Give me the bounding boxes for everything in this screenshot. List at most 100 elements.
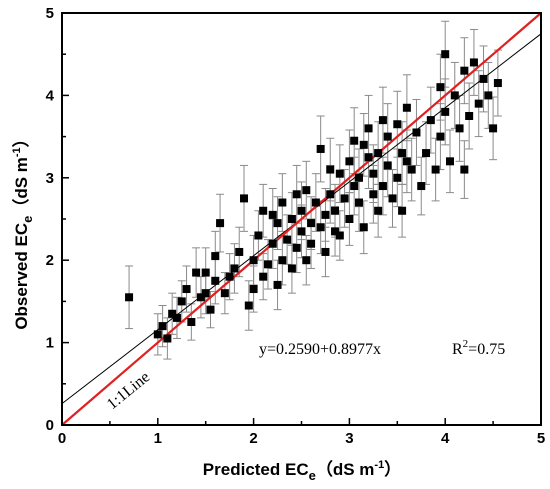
x-tick-label: 1: [154, 430, 162, 447]
data-point: [307, 239, 316, 248]
x-axis-title-main: Predicted EC: [203, 460, 309, 479]
data-point: [259, 206, 268, 215]
data-point: [201, 268, 210, 277]
y-tick-label: 2: [46, 252, 54, 269]
data-point: [287, 215, 296, 223]
scatter-points: [125, 50, 502, 343]
x-axis-title-close: ）: [384, 459, 401, 479]
data-point: [465, 112, 474, 120]
data-point: [220, 289, 229, 298]
data-point: [445, 157, 454, 166]
data-point: [383, 161, 392, 170]
data-point: [163, 334, 172, 343]
x-tick-label: 4: [441, 430, 450, 447]
data-point: [230, 264, 239, 273]
data-point: [335, 169, 344, 178]
y-axis-title-main: Observed EC: [12, 223, 31, 330]
data-point: [354, 173, 363, 182]
data-point: [254, 231, 263, 240]
data-point: [369, 190, 378, 199]
data-point: [125, 293, 134, 302]
data-point: [326, 190, 335, 199]
r-squared: R2=0.75: [452, 338, 505, 358]
data-point: [196, 293, 205, 302]
data-point: [426, 116, 435, 125]
data-point: [158, 322, 167, 331]
data-point: [177, 297, 186, 306]
data-point: [364, 124, 373, 133]
data-point: [316, 144, 325, 153]
data-point: [383, 132, 392, 141]
x-tick-label: 0: [58, 430, 66, 447]
errorbar-layer: [125, 20, 502, 360]
data-point: [479, 74, 488, 83]
data-point: [211, 252, 220, 261]
data-point: [489, 124, 498, 133]
data-point: [493, 79, 502, 88]
data-point: [278, 256, 287, 265]
data-point: [321, 247, 330, 256]
data-point: [364, 153, 373, 162]
data-point: [393, 120, 402, 129]
data-point: [402, 103, 411, 112]
x-tick-label: 3: [345, 430, 353, 447]
regression-equation: y=0.2590+0.8977x: [259, 341, 381, 358]
data-point: [302, 186, 311, 195]
data-point: [378, 182, 387, 191]
data-point: [273, 219, 282, 228]
y-tick-label: 4: [46, 87, 55, 104]
data-point: [398, 149, 407, 158]
r-squared-value: =0.75: [468, 341, 505, 358]
y-tick-label: 5: [46, 5, 54, 22]
data-point: [359, 223, 368, 232]
data-point: [182, 285, 191, 294]
r-squared-r: R: [452, 341, 463, 358]
x-axis-title: Predicted ECe（dS m-1）: [203, 459, 401, 483]
data-point: [388, 194, 397, 203]
data-point: [297, 227, 306, 236]
data-point: [172, 313, 181, 322]
data-point: [422, 149, 431, 158]
data-point: [460, 66, 469, 75]
data-point: [153, 330, 162, 339]
data-point: [412, 128, 421, 137]
x-tick-label: 5: [537, 430, 545, 447]
data-point: [211, 276, 220, 285]
data-point: [206, 305, 215, 314]
data-point: [359, 140, 368, 149]
data-point: [484, 91, 493, 100]
data-point: [417, 182, 426, 191]
data-point: [374, 206, 383, 215]
data-point: [268, 210, 277, 219]
data-point: [321, 210, 330, 219]
data-point: [398, 206, 407, 215]
data-point: [354, 198, 363, 207]
data-point: [283, 235, 292, 244]
data-point: [331, 227, 340, 236]
data-point: [450, 91, 459, 100]
r-squared-sup: 2: [463, 338, 469, 350]
data-point: [278, 198, 287, 207]
data-point: [263, 260, 272, 269]
x-tick-label: 2: [249, 430, 257, 447]
data-point: [369, 169, 378, 178]
data-point: [201, 289, 210, 298]
data-point: [378, 116, 387, 125]
data-point: [287, 264, 296, 273]
data-point: [335, 231, 344, 240]
data-point: [455, 124, 464, 133]
one-to-one-label: 1:1Line: [104, 369, 153, 414]
data-point: [474, 99, 483, 108]
data-point: [259, 272, 268, 281]
axis-ticks: 0 1 2 3 4 5 0 1 2 3 4 5: [46, 5, 546, 447]
data-point: [216, 219, 225, 228]
data-point: [311, 198, 320, 207]
data-point: [345, 215, 354, 223]
y-tick-label: 3: [46, 170, 54, 187]
data-point: [187, 318, 196, 326]
y-axis-title-close: ）: [11, 130, 31, 147]
y-axis-title-sub: e: [20, 216, 35, 223]
data-point: [268, 239, 277, 248]
data-point: [249, 256, 258, 265]
